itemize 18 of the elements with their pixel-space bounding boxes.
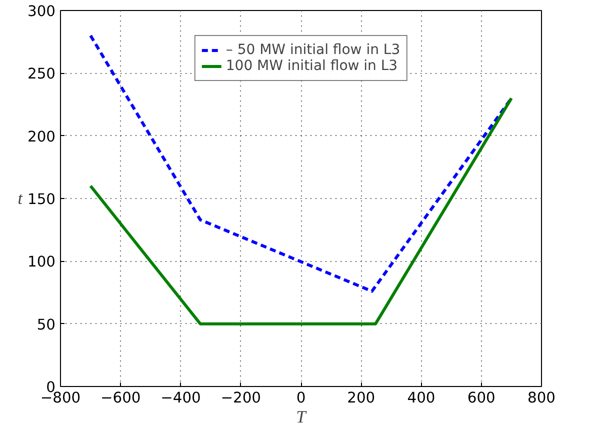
x-tick-label: 400 bbox=[407, 390, 436, 406]
legend-label: 100 MW initial flow in L3 bbox=[226, 58, 398, 74]
x-tick-label: 200 bbox=[347, 390, 376, 406]
x-tick-label: 800 bbox=[528, 390, 556, 406]
y-tick-label: 300 bbox=[28, 3, 56, 20]
x-tick-label: 0 bbox=[296, 390, 306, 406]
legend-label: – 50 MW initial flow in L3 bbox=[226, 42, 400, 58]
x-tick-label: −400 bbox=[160, 390, 201, 406]
y-tick-label: 200 bbox=[28, 128, 56, 146]
y-tick-label: 150 bbox=[28, 191, 56, 208]
y-tick-label: 250 bbox=[28, 66, 56, 83]
x-tick-label: −600 bbox=[100, 390, 141, 406]
x-tick-label: 600 bbox=[467, 390, 496, 406]
y-tick-label: 100 bbox=[28, 254, 56, 271]
x-axis-title: T bbox=[296, 408, 308, 426]
x-tick-label: −200 bbox=[220, 390, 262, 406]
y-tick-label: 50 bbox=[36, 316, 56, 334]
y-axis-title: t bbox=[18, 189, 24, 208]
